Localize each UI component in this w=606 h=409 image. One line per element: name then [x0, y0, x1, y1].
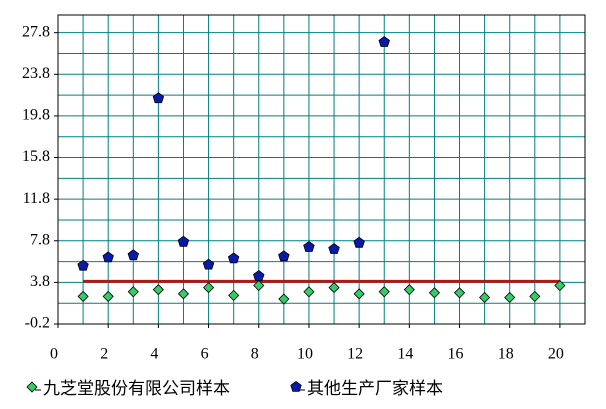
legend-marker	[26, 381, 38, 393]
point	[378, 286, 390, 298]
point	[303, 241, 315, 252]
x-tick-label: 16	[448, 346, 464, 363]
x-tick-label: 0	[50, 346, 58, 363]
legend-item: 九芝堂股份有限公司样本	[26, 379, 230, 398]
point	[127, 286, 139, 298]
point	[278, 293, 290, 305]
x-tick-label: 2	[100, 346, 108, 363]
point	[177, 235, 190, 247]
point	[529, 290, 541, 302]
legend-marker	[290, 381, 302, 392]
point	[328, 282, 340, 294]
point	[202, 258, 215, 270]
point	[353, 236, 365, 248]
x-tick-label: 20	[548, 346, 564, 363]
point	[228, 289, 240, 301]
point	[403, 284, 415, 296]
point	[353, 288, 365, 300]
y-tick-label: 3.8	[30, 273, 50, 290]
y-tick-label: 23.8	[22, 65, 50, 82]
point	[77, 290, 89, 302]
point	[253, 279, 265, 292]
point	[453, 287, 466, 299]
point	[127, 249, 139, 261]
point	[177, 288, 190, 300]
y-tick-label: 7.8	[30, 231, 50, 248]
x-tick-label: 8	[251, 346, 259, 363]
x-tick-label: 12	[347, 346, 363, 363]
y-tick-label: -0.2	[25, 315, 50, 332]
point	[152, 284, 164, 296]
point	[253, 270, 265, 281]
point	[328, 243, 340, 254]
point	[378, 36, 390, 47]
x-tick-label: 4	[150, 346, 158, 363]
legend-item: 其他生产厂家样本	[290, 379, 443, 398]
point	[278, 250, 290, 262]
plot-frame	[57, 14, 586, 325]
legend: 九芝堂股份有限公司样本 其他生产厂家样本	[26, 379, 443, 398]
point	[102, 251, 114, 263]
y-tick-label: 27.8	[22, 23, 50, 40]
point	[504, 291, 516, 304]
x-tick-label: 18	[498, 346, 514, 363]
point	[479, 291, 491, 304]
point	[77, 259, 89, 271]
point	[303, 286, 315, 298]
y-tick-label: 11.8	[23, 190, 50, 207]
y-tick-label: 19.8	[22, 107, 50, 124]
point	[428, 287, 440, 299]
legend-label: 九芝堂股份有限公司样本	[43, 379, 230, 398]
point	[152, 92, 165, 104]
x-tick-label: 10	[297, 346, 313, 363]
point	[227, 252, 240, 264]
y-tick-label: 15.8	[22, 148, 50, 165]
legend-label: 其他生产厂家样本	[307, 379, 443, 398]
x-tick-label: 14	[397, 346, 413, 363]
point	[102, 290, 114, 302]
x-tick-label: 6	[201, 346, 209, 363]
point	[203, 282, 215, 294]
point	[554, 279, 566, 292]
